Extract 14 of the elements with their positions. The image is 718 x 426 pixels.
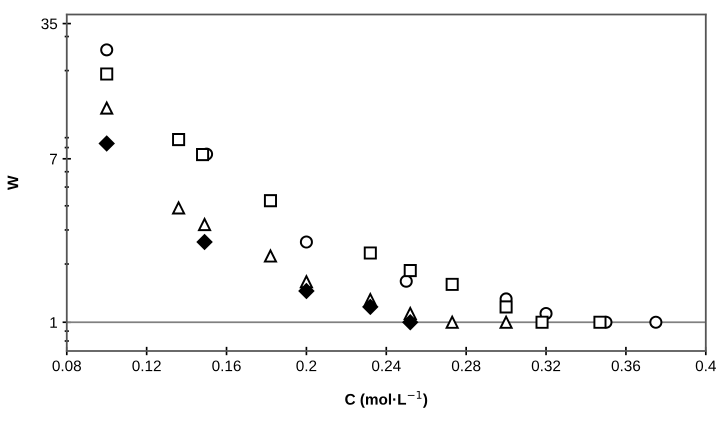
x-tick-label: 0.4 — [696, 360, 716, 372]
y-tick-label: 7 — [50, 154, 57, 164]
x-tick-label: 0.32 — [532, 360, 560, 372]
x-tick-label: 0.24 — [372, 360, 401, 372]
x-tick-label: 0.16 — [212, 360, 241, 372]
x-tick-label: 0.08 — [52, 360, 81, 372]
x-tick-label: 0.12 — [132, 360, 161, 372]
y-axis-title: W — [8, 176, 18, 190]
x-tick-label: 0.36 — [612, 360, 640, 372]
x-tick-label: 0.2 — [296, 360, 316, 372]
y-tick-label: 35 — [41, 18, 58, 30]
x-axis-title: C (mol·L$^{−1}$) — [345, 390, 428, 408]
x-tick-label: 0.28 — [452, 360, 480, 372]
y-tick-label: 1 — [50, 317, 57, 328]
